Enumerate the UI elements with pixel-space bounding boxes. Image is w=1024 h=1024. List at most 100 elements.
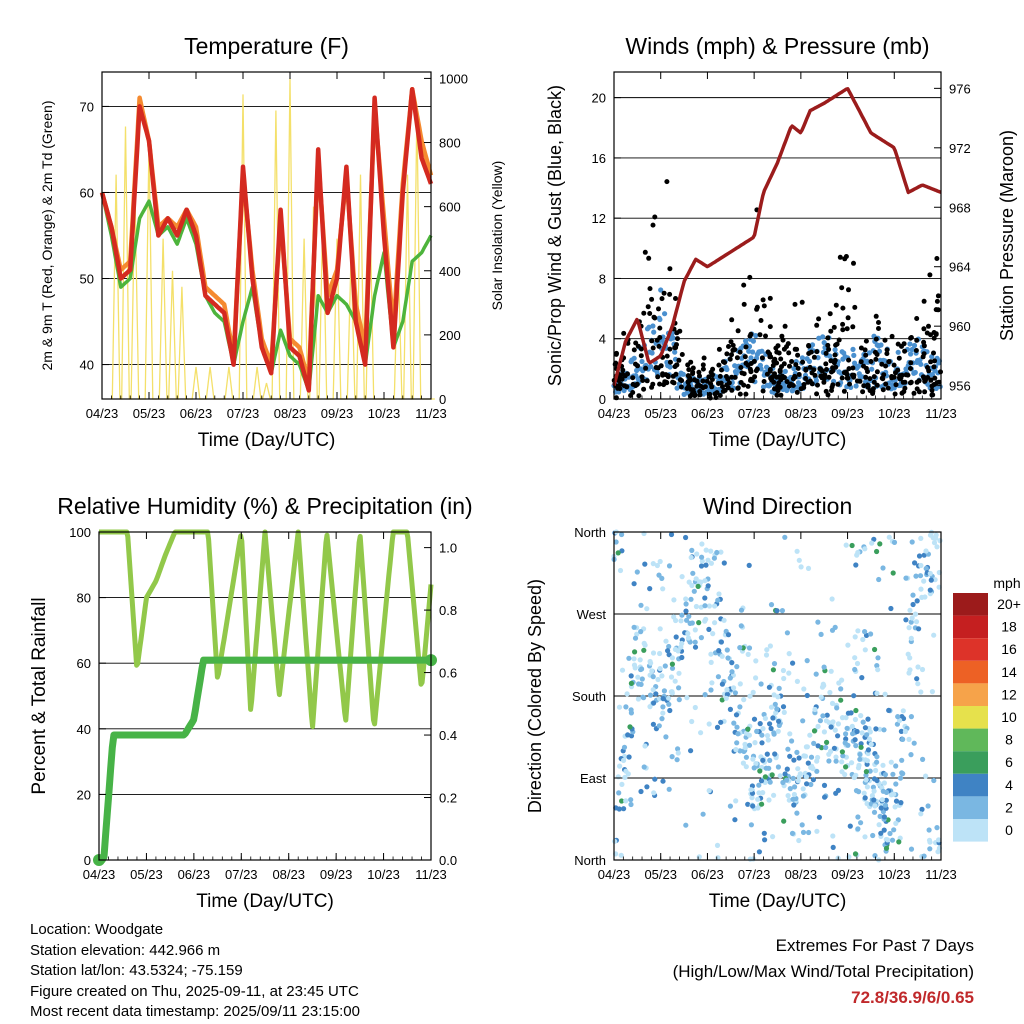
direction-point	[761, 830, 767, 836]
direction-point	[760, 726, 766, 732]
direction-point	[671, 597, 677, 603]
gust-point	[676, 357, 682, 363]
direction-point	[612, 838, 618, 844]
y-axis-label: Direction (Colored By Speed)	[525, 579, 545, 813]
direction-point	[826, 758, 832, 764]
direction-point	[660, 704, 666, 710]
x-tick-label: 11/23	[415, 867, 447, 882]
direction-point	[671, 614, 677, 620]
direction-point	[882, 802, 889, 808]
direction-point	[619, 781, 625, 788]
wind-point	[657, 316, 663, 323]
direction-point	[714, 724, 721, 731]
wind-point	[658, 287, 664, 293]
gust-point	[884, 351, 890, 357]
wind-point	[750, 349, 756, 355]
direction-point	[885, 817, 891, 823]
direction-point	[839, 677, 845, 683]
direction-point	[661, 688, 668, 694]
direction-point	[729, 660, 735, 666]
direction-point	[801, 753, 807, 759]
direction-point	[660, 696, 666, 702]
direction-point	[893, 781, 899, 787]
gust-point	[774, 349, 780, 355]
gust-point	[814, 322, 820, 328]
x-tick-label: 04/23	[86, 406, 119, 421]
extremes-box: Extremes For Past 7 Days (High/Low/Max W…	[673, 933, 974, 1011]
gust-point	[729, 387, 735, 393]
direction-point	[791, 757, 797, 763]
legend-swatch	[953, 706, 988, 729]
gust-point	[643, 365, 649, 371]
direction-point	[814, 828, 820, 834]
direction-point	[895, 714, 901, 720]
direction-point	[886, 534, 892, 540]
x-tick-label: 09/23	[831, 406, 864, 421]
y-tick-label: 16	[592, 151, 606, 166]
gust-point	[826, 374, 832, 380]
direction-point	[835, 733, 841, 739]
x-axis-label: Time (Day/UTC)	[196, 891, 334, 912]
direction-point	[805, 760, 811, 766]
gust-point	[857, 378, 863, 384]
direction-point	[622, 774, 628, 781]
gust-point	[670, 379, 676, 385]
direction-point	[870, 784, 877, 790]
gust-point	[690, 365, 696, 371]
gust-point	[908, 379, 914, 385]
gust-point	[697, 373, 702, 379]
direction-point	[635, 674, 641, 680]
gust-point	[934, 256, 940, 261]
gust-point	[821, 379, 827, 385]
direction-point	[792, 784, 798, 790]
gust-point	[908, 360, 914, 366]
direction-point	[807, 732, 813, 738]
direction-point	[872, 853, 878, 859]
direction-point	[771, 792, 777, 798]
direction-point	[676, 697, 682, 703]
gust-point	[839, 375, 845, 381]
direction-point	[876, 576, 882, 583]
direction-point	[768, 704, 775, 710]
gust-point	[720, 388, 726, 394]
wind-point	[851, 352, 857, 358]
direction-point	[796, 755, 802, 761]
direction-point	[829, 700, 836, 707]
y-tick-label: 100	[69, 525, 91, 540]
direction-point	[616, 790, 622, 796]
direction-point	[702, 603, 708, 609]
y-axis-label: Percent & Total Rainfall	[29, 597, 50, 794]
direction-point	[689, 620, 695, 626]
direction-point	[772, 751, 778, 757]
gust-point	[934, 298, 940, 304]
direction-point	[801, 686, 807, 692]
direction-point	[903, 617, 909, 623]
gust-point	[840, 305, 846, 311]
direction-point	[808, 764, 814, 771]
y-tick-label: 8	[599, 271, 606, 286]
y-tick-label: South	[572, 689, 606, 704]
direction-point	[917, 573, 924, 579]
gust-point	[656, 306, 661, 312]
y-tick-label: 60	[77, 656, 91, 671]
direction-point	[689, 547, 695, 554]
wind-point	[909, 346, 915, 353]
direction-point	[796, 557, 802, 563]
wind-point	[806, 358, 813, 364]
gust-point	[844, 372, 850, 377]
y-tick-label: 40	[77, 722, 91, 737]
legend-swatch	[953, 819, 988, 842]
direction-point	[762, 774, 769, 780]
gust-point	[767, 368, 773, 374]
direction-point	[923, 773, 929, 779]
direction-point	[771, 661, 778, 667]
direction-point	[931, 632, 937, 638]
gust-point	[929, 392, 935, 398]
direction-point	[727, 675, 733, 681]
direction-point	[631, 656, 637, 662]
y-right-tick-label: 200	[439, 328, 461, 343]
wind-point	[662, 311, 668, 317]
direction-point	[935, 849, 941, 855]
direction-point	[871, 788, 877, 794]
